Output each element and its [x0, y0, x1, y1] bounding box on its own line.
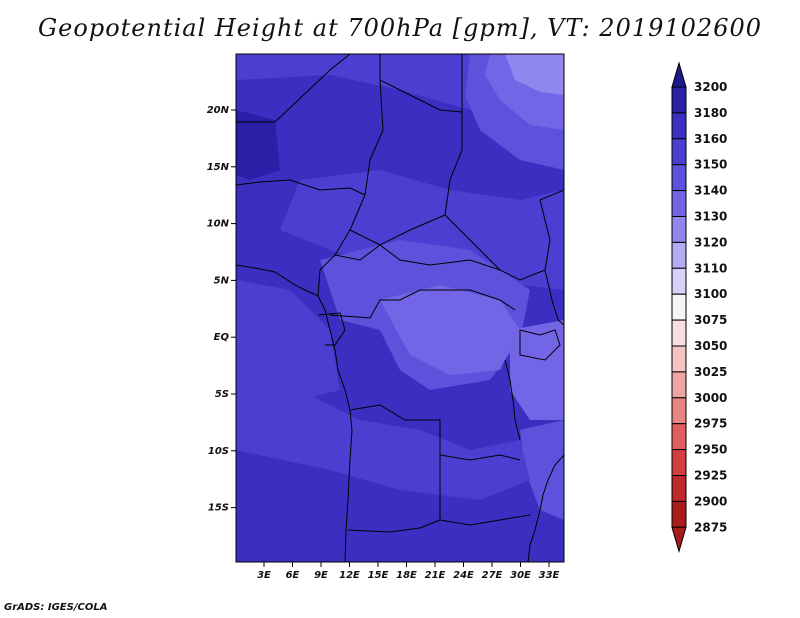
field-band-west-ocean [236, 280, 340, 400]
colorbar-swatch [671, 216, 687, 243]
lat-label: 20N [207, 105, 230, 116]
field-band-southeast [520, 420, 564, 520]
colorbar-swatch [671, 423, 687, 451]
colorbar-bottom-arrow [671, 526, 687, 554]
colorbar-swatch [671, 138, 687, 166]
colorbar-label: 3150 [694, 158, 727, 172]
colorbar-swatch [671, 319, 687, 347]
colorbar-label: 3180 [694, 106, 727, 120]
field-band-congo [380, 285, 520, 375]
lat-label: 5N [214, 275, 230, 286]
border-congo [329, 289, 516, 319]
colorbar-swatch [671, 449, 687, 477]
field-band-northeast-palest [505, 54, 564, 95]
colorbar-swatch [671, 500, 687, 528]
colorbar-swatch [671, 267, 687, 295]
colorbar-label: 2950 [694, 443, 727, 457]
lon-label: 6E [286, 570, 300, 581]
field-band-south-mid [236, 380, 530, 500]
credit-label: GrADS: IGES/COLA [4, 602, 108, 613]
country-borders [236, 54, 564, 562]
border-nigeria-cameroon [317, 229, 351, 297]
border-drc-south [349, 404, 521, 461]
border-great-lakes [519, 329, 561, 361]
colorbar-swatch [671, 397, 687, 425]
border-namibia [347, 519, 441, 533]
colorbar-label: 3140 [694, 184, 727, 198]
lon-label: 33E [539, 570, 560, 581]
colorbar-label: 3120 [694, 235, 727, 249]
colorbar-label: 3075 [694, 313, 727, 327]
colorbar-swatch [671, 345, 687, 373]
colorbar-label: 2925 [694, 469, 727, 483]
map-frame [235, 53, 565, 563]
lon-label: 27E [482, 570, 503, 581]
lat-label: 5S [215, 389, 229, 400]
colorbar-label: 2875 [694, 520, 727, 534]
coastline-west-africa [236, 264, 353, 562]
colorbar-swatch [671, 241, 687, 269]
border-niger-nigeria [236, 179, 366, 196]
colorbar-label: 3100 [694, 287, 727, 301]
lon-label: 15E [368, 570, 389, 581]
border-angola-zambia [439, 455, 531, 526]
lon-label: 9E [314, 570, 328, 581]
border-gabon [317, 312, 346, 346]
border-libya-egypt [379, 54, 463, 113]
lon-label: 3E [257, 570, 271, 581]
field-band-sahel [280, 170, 564, 290]
field-band-northwest-dark [236, 110, 280, 180]
lon-label: 18E [396, 570, 417, 581]
field-band-east [510, 320, 564, 420]
colorbar-swatch [671, 190, 687, 218]
colorbar-label: 3130 [694, 210, 727, 224]
colorbar-label: 3110 [694, 261, 727, 275]
colorbar: 3200 3180 3160 3150 3140 3130 3120 3110 3100 3075… [671, 61, 727, 554]
colorbar-swatch [671, 164, 687, 192]
chart-title: Geopotential Height at 700hPa [gpm], VT:… [38, 14, 762, 42]
colorbar-label: 2900 [694, 494, 727, 508]
colorbar-swatch [671, 371, 687, 399]
lat-label: 10N [207, 219, 230, 230]
colorbar-swatch [671, 86, 687, 114]
colorbar-swatch [671, 293, 687, 321]
colorbar-label: 3000 [694, 391, 727, 405]
border-car [334, 244, 501, 271]
colorbar-label: 2975 [694, 417, 727, 431]
colorbar-label: 3025 [694, 365, 727, 379]
border-northern [236, 54, 351, 123]
lon-label: 12E [339, 570, 360, 581]
colorbar-swatch [671, 475, 687, 502]
lat-label: 10S [208, 446, 229, 457]
lon-label: 21E [425, 570, 446, 581]
coastline-east-africa [527, 454, 564, 562]
colorbar-label: 3160 [694, 132, 727, 146]
colorbar-label: 3200 [694, 80, 727, 94]
colorbar-swatch [671, 112, 687, 140]
lat-label: EQ [214, 332, 230, 343]
height-field [236, 54, 564, 562]
colorbar-label: 3050 [694, 339, 727, 353]
border-chad [349, 79, 446, 246]
border-tanzania-kenya [544, 269, 564, 326]
lat-label: 15S [208, 503, 229, 514]
colorbar-top-arrow [671, 61, 687, 88]
map-axes: 20N 15N 10N 5N EQ 5S 10S 15S 3E 6E 9E 12E 15E 18E 21E 2… [207, 105, 560, 581]
lon-label: 30E [510, 570, 531, 581]
lon-label: 24E [453, 570, 474, 581]
border-lake-tanganyika [504, 359, 521, 441]
lat-label: 15N [207, 162, 230, 173]
